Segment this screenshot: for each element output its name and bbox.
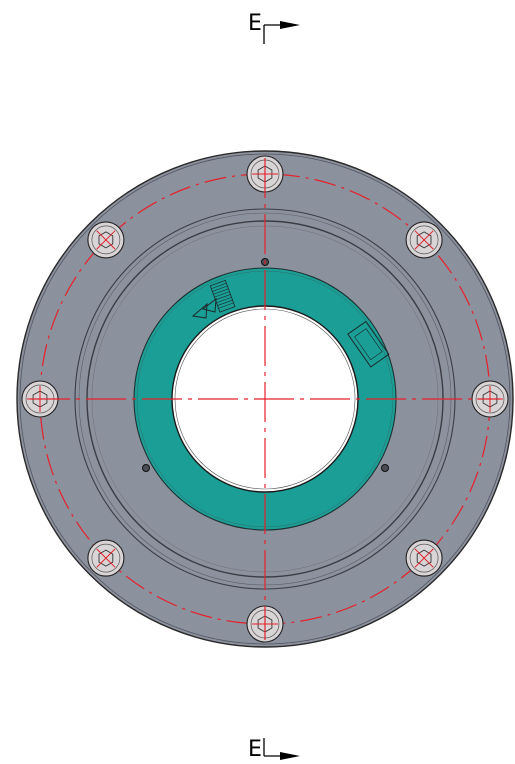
bolt-head-icon xyxy=(405,221,443,259)
hole-right xyxy=(381,464,389,472)
direction-arrows-icon xyxy=(191,297,217,319)
section-marker-bottom: E xyxy=(248,737,300,762)
bolt-head-icon xyxy=(87,221,125,259)
centerlines xyxy=(30,158,500,640)
section-label-bottom: E xyxy=(248,737,262,762)
bolt-head-icon xyxy=(405,539,443,577)
bolt-head-icon xyxy=(87,539,125,577)
section-marker-top: E xyxy=(248,11,300,44)
hole-left xyxy=(142,464,150,472)
mounting-holes xyxy=(142,258,389,472)
section-label-top: E xyxy=(248,11,262,36)
encoder-scale xyxy=(209,279,236,313)
connector-tab xyxy=(347,320,390,368)
